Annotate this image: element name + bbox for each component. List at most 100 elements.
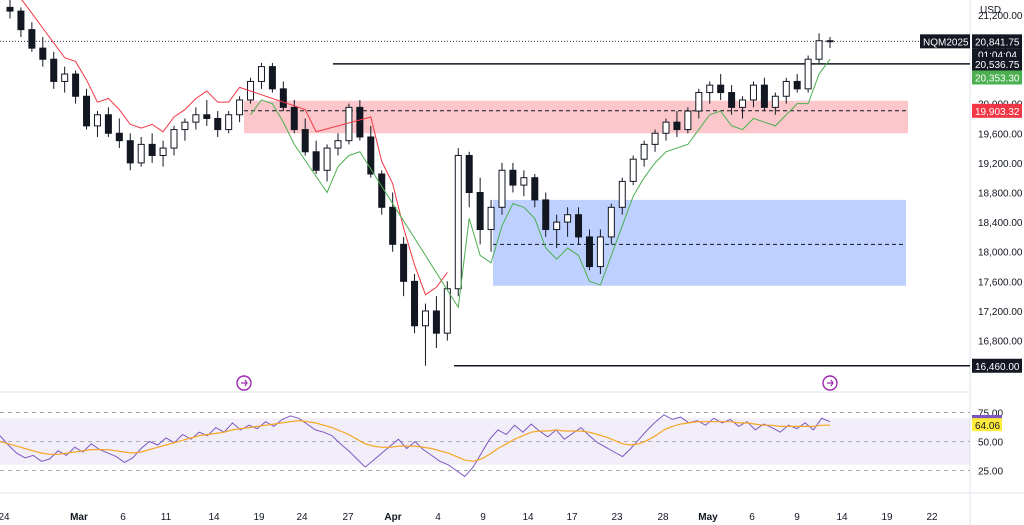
time-tick-label: 19 bbox=[253, 512, 265, 523]
candle bbox=[564, 214, 572, 223]
candle bbox=[749, 84, 757, 101]
oscillator-tick-label: 75.00 bbox=[978, 408, 1003, 419]
candle bbox=[728, 92, 736, 108]
price-tick-label: 17,600.00 bbox=[978, 277, 1023, 288]
candle bbox=[104, 114, 112, 134]
candle bbox=[225, 114, 233, 131]
time-tick-label: 23 bbox=[611, 512, 623, 523]
oscillator-value-label: 64.06 bbox=[975, 421, 1000, 432]
time-tick-label: 24 bbox=[296, 512, 308, 523]
candle bbox=[6, 6, 14, 12]
oscillator-series-line bbox=[0, 419, 830, 462]
candle bbox=[367, 136, 375, 175]
time-tick-label: 27 bbox=[342, 512, 354, 523]
price-tag-label: 19,903.32 bbox=[975, 107, 1020, 118]
candle bbox=[596, 236, 604, 268]
candle bbox=[83, 95, 91, 127]
price-tag-label: 20,353.30 bbox=[975, 73, 1020, 84]
candle bbox=[815, 40, 823, 60]
candle bbox=[28, 29, 36, 49]
time-tick-label: 17 bbox=[566, 512, 578, 523]
candle bbox=[411, 280, 419, 327]
candle bbox=[673, 121, 681, 131]
time-tick-label: May bbox=[698, 512, 718, 523]
candle bbox=[203, 114, 211, 119]
candle bbox=[651, 132, 659, 145]
bullish-zone bbox=[493, 199, 906, 286]
oscillator-tick-label: 50.00 bbox=[978, 438, 1003, 449]
candle bbox=[115, 132, 123, 142]
candle bbox=[236, 99, 244, 116]
countdown-label: 01:04:04 bbox=[978, 50, 1017, 61]
price-tick-label: 19,600.00 bbox=[978, 129, 1023, 140]
candle bbox=[72, 73, 80, 97]
candle bbox=[454, 154, 462, 290]
candle bbox=[717, 84, 725, 94]
time-tick-label: 9 bbox=[794, 512, 800, 523]
price-tick-label: 18,400.00 bbox=[978, 218, 1023, 229]
candle bbox=[585, 236, 593, 268]
candle bbox=[476, 192, 484, 231]
time-tick-label: 22 bbox=[926, 512, 938, 523]
candle bbox=[509, 169, 517, 186]
candle bbox=[826, 40, 834, 43]
candle bbox=[739, 99, 747, 108]
time-tick-label: 14 bbox=[836, 512, 848, 523]
candle bbox=[50, 58, 58, 82]
oscillator-tick-label: 25.00 bbox=[978, 467, 1003, 478]
candle bbox=[301, 129, 309, 153]
candle bbox=[389, 206, 397, 245]
candle bbox=[312, 151, 320, 171]
candle bbox=[61, 73, 69, 82]
price-tick-label: 17,200.00 bbox=[978, 307, 1023, 318]
price-tag bbox=[972, 56, 1022, 71]
price-tag-label: 20,536.75 bbox=[975, 60, 1020, 71]
candle bbox=[39, 47, 47, 60]
currency-label: USD bbox=[980, 5, 1001, 16]
price-tick-label: 18,000.00 bbox=[978, 248, 1023, 259]
candle bbox=[334, 140, 342, 149]
candle bbox=[268, 66, 276, 90]
candle bbox=[345, 106, 353, 142]
candle bbox=[575, 214, 583, 238]
bullish-stop-line bbox=[250, 58, 831, 309]
candle bbox=[618, 180, 626, 208]
candle bbox=[782, 80, 790, 97]
price-tag-label: 16,460.00 bbox=[975, 362, 1020, 373]
candle bbox=[93, 114, 101, 127]
candle bbox=[400, 243, 408, 282]
candle bbox=[159, 147, 167, 156]
candle bbox=[629, 158, 637, 182]
candle bbox=[181, 121, 189, 131]
candle bbox=[662, 121, 670, 134]
candle bbox=[443, 288, 451, 334]
time-tick-label: 9 bbox=[480, 512, 486, 523]
candle bbox=[640, 143, 648, 160]
time-tick-label: 14 bbox=[208, 512, 220, 523]
candle bbox=[498, 169, 506, 208]
candle bbox=[192, 114, 200, 123]
price-tick-label: 18,800.00 bbox=[978, 189, 1023, 200]
flash-marker-icon-glyph bbox=[827, 379, 834, 387]
time-tick-label: 14 bbox=[522, 512, 534, 523]
time-tick-label: 19 bbox=[881, 512, 893, 523]
candle bbox=[323, 147, 331, 171]
candle bbox=[804, 58, 812, 90]
candle bbox=[695, 92, 703, 112]
time-tick-label: 11 bbox=[161, 512, 172, 523]
price-tag bbox=[972, 70, 1022, 85]
price-tag-label: 20,841.75 bbox=[975, 37, 1020, 48]
time-tick-label: 4 bbox=[435, 512, 441, 523]
replay-marker-icon-glyph bbox=[241, 379, 248, 387]
candle bbox=[148, 143, 156, 156]
candle bbox=[356, 106, 364, 138]
price-tag bbox=[972, 103, 1022, 118]
candle bbox=[290, 106, 298, 131]
symbol-label: NQM2025 bbox=[923, 37, 969, 48]
price-tag bbox=[972, 34, 1022, 49]
time-tick-label: 6 bbox=[120, 512, 126, 523]
bearish-zone bbox=[244, 100, 908, 134]
candle bbox=[487, 206, 495, 231]
candle bbox=[378, 173, 386, 208]
